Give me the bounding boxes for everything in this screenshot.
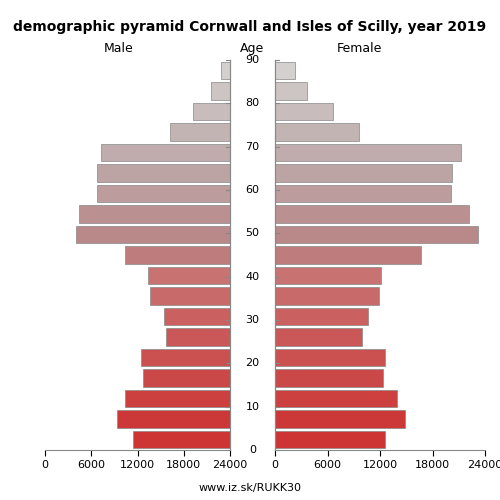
- Bar: [212, 82, 230, 100]
- Text: 60: 60: [246, 185, 260, 195]
- Bar: [148, 267, 230, 284]
- Bar: [275, 144, 460, 161]
- Bar: [275, 410, 406, 428]
- Bar: [166, 328, 230, 346]
- Bar: [275, 164, 452, 182]
- Text: Male: Male: [104, 42, 134, 55]
- Bar: [275, 288, 379, 305]
- Bar: [275, 123, 359, 140]
- Bar: [275, 267, 381, 284]
- Bar: [193, 102, 230, 120]
- Bar: [275, 82, 306, 100]
- Bar: [275, 205, 469, 222]
- Text: 40: 40: [246, 272, 260, 281]
- Bar: [275, 349, 385, 366]
- Text: 30: 30: [246, 315, 260, 325]
- Bar: [275, 246, 421, 264]
- Text: demographic pyramid Cornwall and Isles of Scilly, year 2019: demographic pyramid Cornwall and Isles o…: [14, 20, 486, 34]
- Bar: [143, 370, 230, 387]
- Bar: [170, 123, 230, 140]
- Bar: [125, 390, 230, 407]
- Bar: [76, 226, 230, 243]
- Bar: [220, 62, 230, 79]
- Bar: [164, 308, 230, 326]
- Bar: [275, 308, 368, 326]
- Bar: [150, 288, 230, 305]
- Text: 70: 70: [246, 142, 260, 152]
- Bar: [100, 144, 230, 161]
- Bar: [125, 246, 230, 264]
- Bar: [133, 431, 230, 448]
- Text: Female: Female: [336, 42, 382, 55]
- Text: www.iz.sk/RUKK30: www.iz.sk/RUKK30: [198, 482, 302, 492]
- Bar: [98, 184, 230, 202]
- Bar: [275, 184, 451, 202]
- Bar: [116, 410, 230, 428]
- Bar: [275, 431, 385, 448]
- Bar: [275, 102, 333, 120]
- Bar: [275, 328, 362, 346]
- Bar: [275, 226, 478, 243]
- Text: 90: 90: [246, 55, 260, 65]
- Bar: [275, 390, 396, 407]
- Bar: [98, 164, 230, 182]
- Bar: [140, 349, 230, 366]
- Bar: [275, 370, 382, 387]
- Bar: [275, 62, 295, 79]
- Text: 50: 50: [246, 228, 260, 238]
- Text: 20: 20: [246, 358, 260, 368]
- Text: 80: 80: [246, 98, 260, 108]
- Text: 0: 0: [249, 445, 256, 455]
- Text: Age: Age: [240, 42, 264, 55]
- Text: 10: 10: [246, 402, 260, 411]
- Bar: [79, 205, 230, 222]
